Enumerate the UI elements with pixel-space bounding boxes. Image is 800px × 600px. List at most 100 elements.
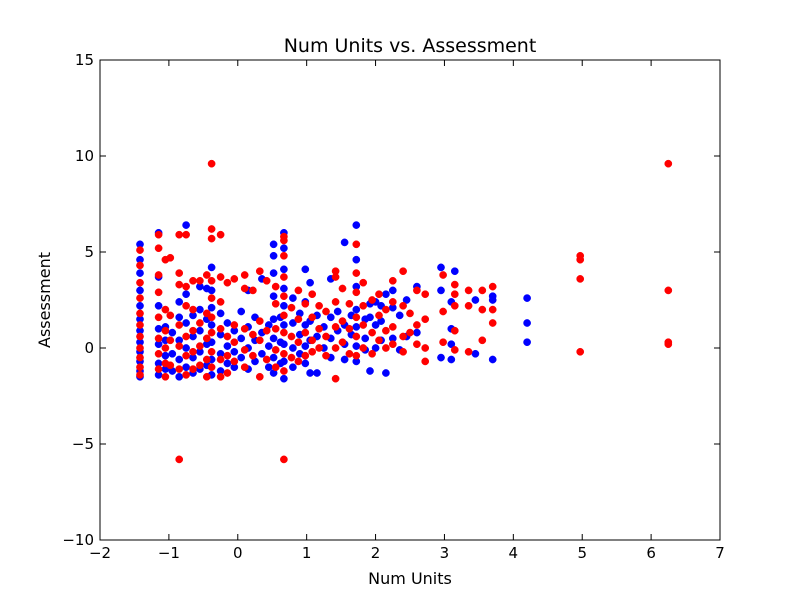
- scatter-point: [289, 294, 297, 302]
- scatter-point: [450, 346, 459, 354]
- scatter-point: [368, 328, 376, 337]
- scatter-point: [269, 292, 278, 301]
- scatter-point: [388, 323, 397, 331]
- scatter-point: [287, 303, 296, 312]
- scatter-point: [196, 342, 204, 350]
- scatter-point: [375, 336, 383, 345]
- scatter-point: [308, 347, 317, 356]
- scatter-point: [182, 282, 190, 291]
- scatter-point: [352, 221, 361, 229]
- y-axis-label: Assessment: [35, 252, 54, 348]
- scatter-point: [237, 353, 246, 362]
- scatter-point: [340, 355, 349, 364]
- scatter-point: [136, 286, 144, 295]
- scatter-point: [271, 282, 280, 291]
- scatter-point: [280, 265, 288, 274]
- scatter-point: [488, 305, 497, 314]
- points-layer: [136, 159, 673, 464]
- scatter-point: [352, 240, 361, 249]
- scatter-point: [280, 251, 288, 260]
- scatter-point: [478, 286, 487, 295]
- scatter-point: [294, 315, 303, 324]
- scatter-point: [315, 301, 323, 310]
- scatter-point: [331, 298, 340, 306]
- scatter-point: [447, 340, 456, 349]
- scatter-point: [249, 330, 257, 339]
- scatter-point: [196, 326, 204, 335]
- scatter-point: [471, 296, 480, 304]
- scatter-point: [331, 267, 340, 276]
- scatter-point: [450, 267, 459, 276]
- scatter-point: [421, 315, 430, 324]
- scatter-point: [450, 301, 459, 310]
- scatter-point: [207, 363, 216, 372]
- scatter-point: [287, 332, 296, 341]
- scatter-point: [280, 292, 288, 301]
- scatter-point: [301, 299, 310, 308]
- scatter-point: [240, 363, 249, 372]
- scatter-point: [223, 342, 232, 350]
- scatter-point: [488, 319, 497, 327]
- scatter-point: [523, 338, 531, 347]
- scatter-point: [280, 349, 288, 358]
- scatter-point: [338, 284, 347, 293]
- scatter-point: [368, 349, 376, 358]
- scatter-point: [230, 347, 239, 356]
- scatter-point: [271, 346, 280, 354]
- scatter-point: [207, 225, 216, 233]
- scatter-point: [294, 357, 303, 366]
- scatter-point: [182, 351, 190, 360]
- scatter-point: [216, 273, 225, 281]
- scatter-point: [136, 246, 144, 254]
- scatter-point: [382, 326, 390, 335]
- scatter-point: [359, 321, 368, 329]
- scatter-point: [264, 342, 273, 350]
- scatter-point: [216, 230, 225, 239]
- scatter-point: [450, 280, 459, 289]
- scatter-point: [437, 286, 445, 295]
- scatter-point: [352, 288, 361, 297]
- scatter-point: [301, 328, 310, 337]
- scatter-point: [576, 255, 585, 264]
- scatter-point: [280, 244, 288, 253]
- scatter-point: [289, 363, 297, 372]
- scatter-point: [154, 349, 163, 358]
- scatter-point: [182, 290, 190, 299]
- scatter-point: [345, 324, 354, 333]
- scatter-point: [269, 251, 278, 260]
- scatter-point: [388, 340, 397, 349]
- scatter-point: [175, 313, 184, 322]
- scatter-point: [175, 230, 184, 239]
- plot-frame: [99, 59, 721, 541]
- scatter-point: [202, 334, 211, 343]
- scatter-point: [488, 296, 497, 304]
- scatter-point: [388, 276, 397, 285]
- scatter-point: [413, 286, 421, 295]
- scatter-point: [175, 342, 184, 350]
- scatter-point: [352, 305, 361, 314]
- scatter-point: [207, 303, 216, 312]
- scatter-point: [166, 253, 175, 262]
- scatter-point: [488, 355, 497, 364]
- scatter-point: [399, 332, 407, 341]
- scatter-point: [207, 263, 216, 272]
- scatter-point: [450, 326, 459, 335]
- scatter-point: [352, 313, 361, 322]
- scatter-point: [154, 365, 163, 373]
- scatter-point: [154, 313, 163, 322]
- x-tick-label: 0: [233, 544, 243, 562]
- scatter-point: [368, 296, 376, 304]
- scatter-point: [280, 374, 288, 383]
- scatter-point: [175, 355, 184, 364]
- scatter-point: [294, 286, 303, 295]
- scatter-point: [207, 159, 216, 168]
- scatter-point: [447, 355, 456, 364]
- x-tick-label: −1: [158, 544, 180, 562]
- scatter-point: [161, 351, 170, 360]
- scatter-point: [161, 372, 170, 381]
- scatter-point: [322, 332, 330, 341]
- scatter-point: [207, 276, 216, 285]
- scatter-point: [136, 278, 144, 287]
- scatter-point: [315, 324, 323, 333]
